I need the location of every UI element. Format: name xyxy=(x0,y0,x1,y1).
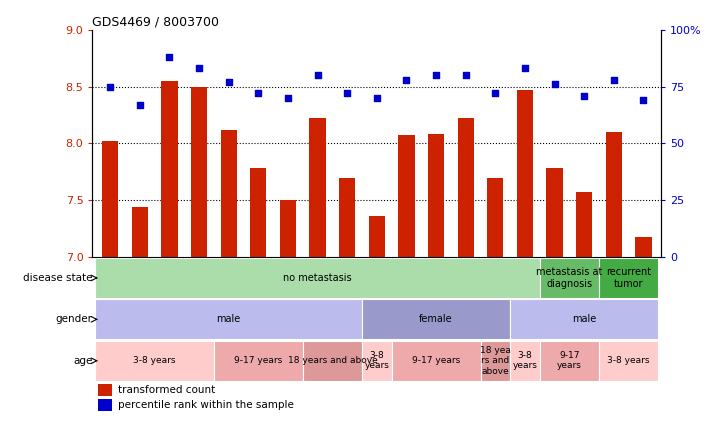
Point xyxy=(282,94,294,101)
Bar xyxy=(132,207,148,257)
Bar xyxy=(487,178,503,257)
Bar xyxy=(428,135,444,257)
Bar xyxy=(102,141,118,257)
Bar xyxy=(339,178,356,257)
Bar xyxy=(250,168,267,257)
Text: 18 years and above: 18 years and above xyxy=(287,356,378,365)
Bar xyxy=(517,90,533,257)
Bar xyxy=(540,258,599,298)
Point xyxy=(164,54,175,60)
Text: 3-8 years: 3-8 years xyxy=(134,356,176,365)
Bar xyxy=(362,299,510,339)
Text: transformed count: transformed count xyxy=(118,385,215,395)
Bar xyxy=(214,341,303,381)
Bar xyxy=(191,87,207,257)
Bar xyxy=(362,341,392,381)
Bar xyxy=(481,341,510,381)
Point xyxy=(608,76,619,83)
Point xyxy=(134,102,146,108)
Text: 9-17 years: 9-17 years xyxy=(234,356,282,365)
Bar xyxy=(95,299,362,339)
Bar xyxy=(392,341,481,381)
Text: gender: gender xyxy=(55,314,92,324)
Text: GDS4469 / 8003700: GDS4469 / 8003700 xyxy=(92,16,220,28)
Bar xyxy=(458,118,474,257)
Bar xyxy=(280,201,296,257)
Point xyxy=(579,92,590,99)
Text: recurrent
tumor: recurrent tumor xyxy=(606,267,651,289)
Text: 3-8 years: 3-8 years xyxy=(607,356,650,365)
Bar xyxy=(599,258,658,298)
Bar xyxy=(161,81,178,257)
Text: 9-17 years: 9-17 years xyxy=(412,356,460,365)
Text: 18 yea
rs and
above: 18 yea rs and above xyxy=(480,346,510,376)
Bar xyxy=(398,135,415,257)
Text: age: age xyxy=(73,356,92,366)
Bar xyxy=(220,130,237,257)
Bar xyxy=(309,118,326,257)
Bar xyxy=(606,132,622,257)
Bar xyxy=(547,168,562,257)
Bar xyxy=(510,341,540,381)
Bar xyxy=(95,341,214,381)
Point xyxy=(401,76,412,83)
Point xyxy=(519,65,530,71)
Bar xyxy=(636,237,651,257)
Bar xyxy=(95,258,540,298)
Point xyxy=(193,65,205,71)
Text: percentile rank within the sample: percentile rank within the sample xyxy=(118,400,294,410)
Bar xyxy=(98,384,112,396)
Bar xyxy=(369,216,385,257)
Text: metastasis at
diagnosis: metastasis at diagnosis xyxy=(536,267,603,289)
Text: 3-8
years: 3-8 years xyxy=(365,351,389,371)
Text: disease state: disease state xyxy=(23,273,92,283)
Point xyxy=(312,72,324,79)
Bar xyxy=(98,398,112,411)
Point xyxy=(430,72,442,79)
Text: female: female xyxy=(419,314,453,324)
Text: 3-8
years: 3-8 years xyxy=(513,351,538,371)
Text: no metastasis: no metastasis xyxy=(283,273,352,283)
Text: male: male xyxy=(572,314,597,324)
Bar xyxy=(510,299,658,339)
Bar xyxy=(599,341,658,381)
Text: 9-17
years: 9-17 years xyxy=(557,351,582,371)
Bar xyxy=(540,341,599,381)
Point xyxy=(105,83,116,90)
Point xyxy=(638,97,649,104)
Point xyxy=(490,90,501,97)
Point xyxy=(460,72,471,79)
Bar xyxy=(303,341,362,381)
Point xyxy=(371,94,383,101)
Bar xyxy=(576,192,592,257)
Point xyxy=(549,81,560,88)
Text: male: male xyxy=(217,314,241,324)
Point xyxy=(252,90,264,97)
Point xyxy=(223,79,235,85)
Point xyxy=(341,90,353,97)
